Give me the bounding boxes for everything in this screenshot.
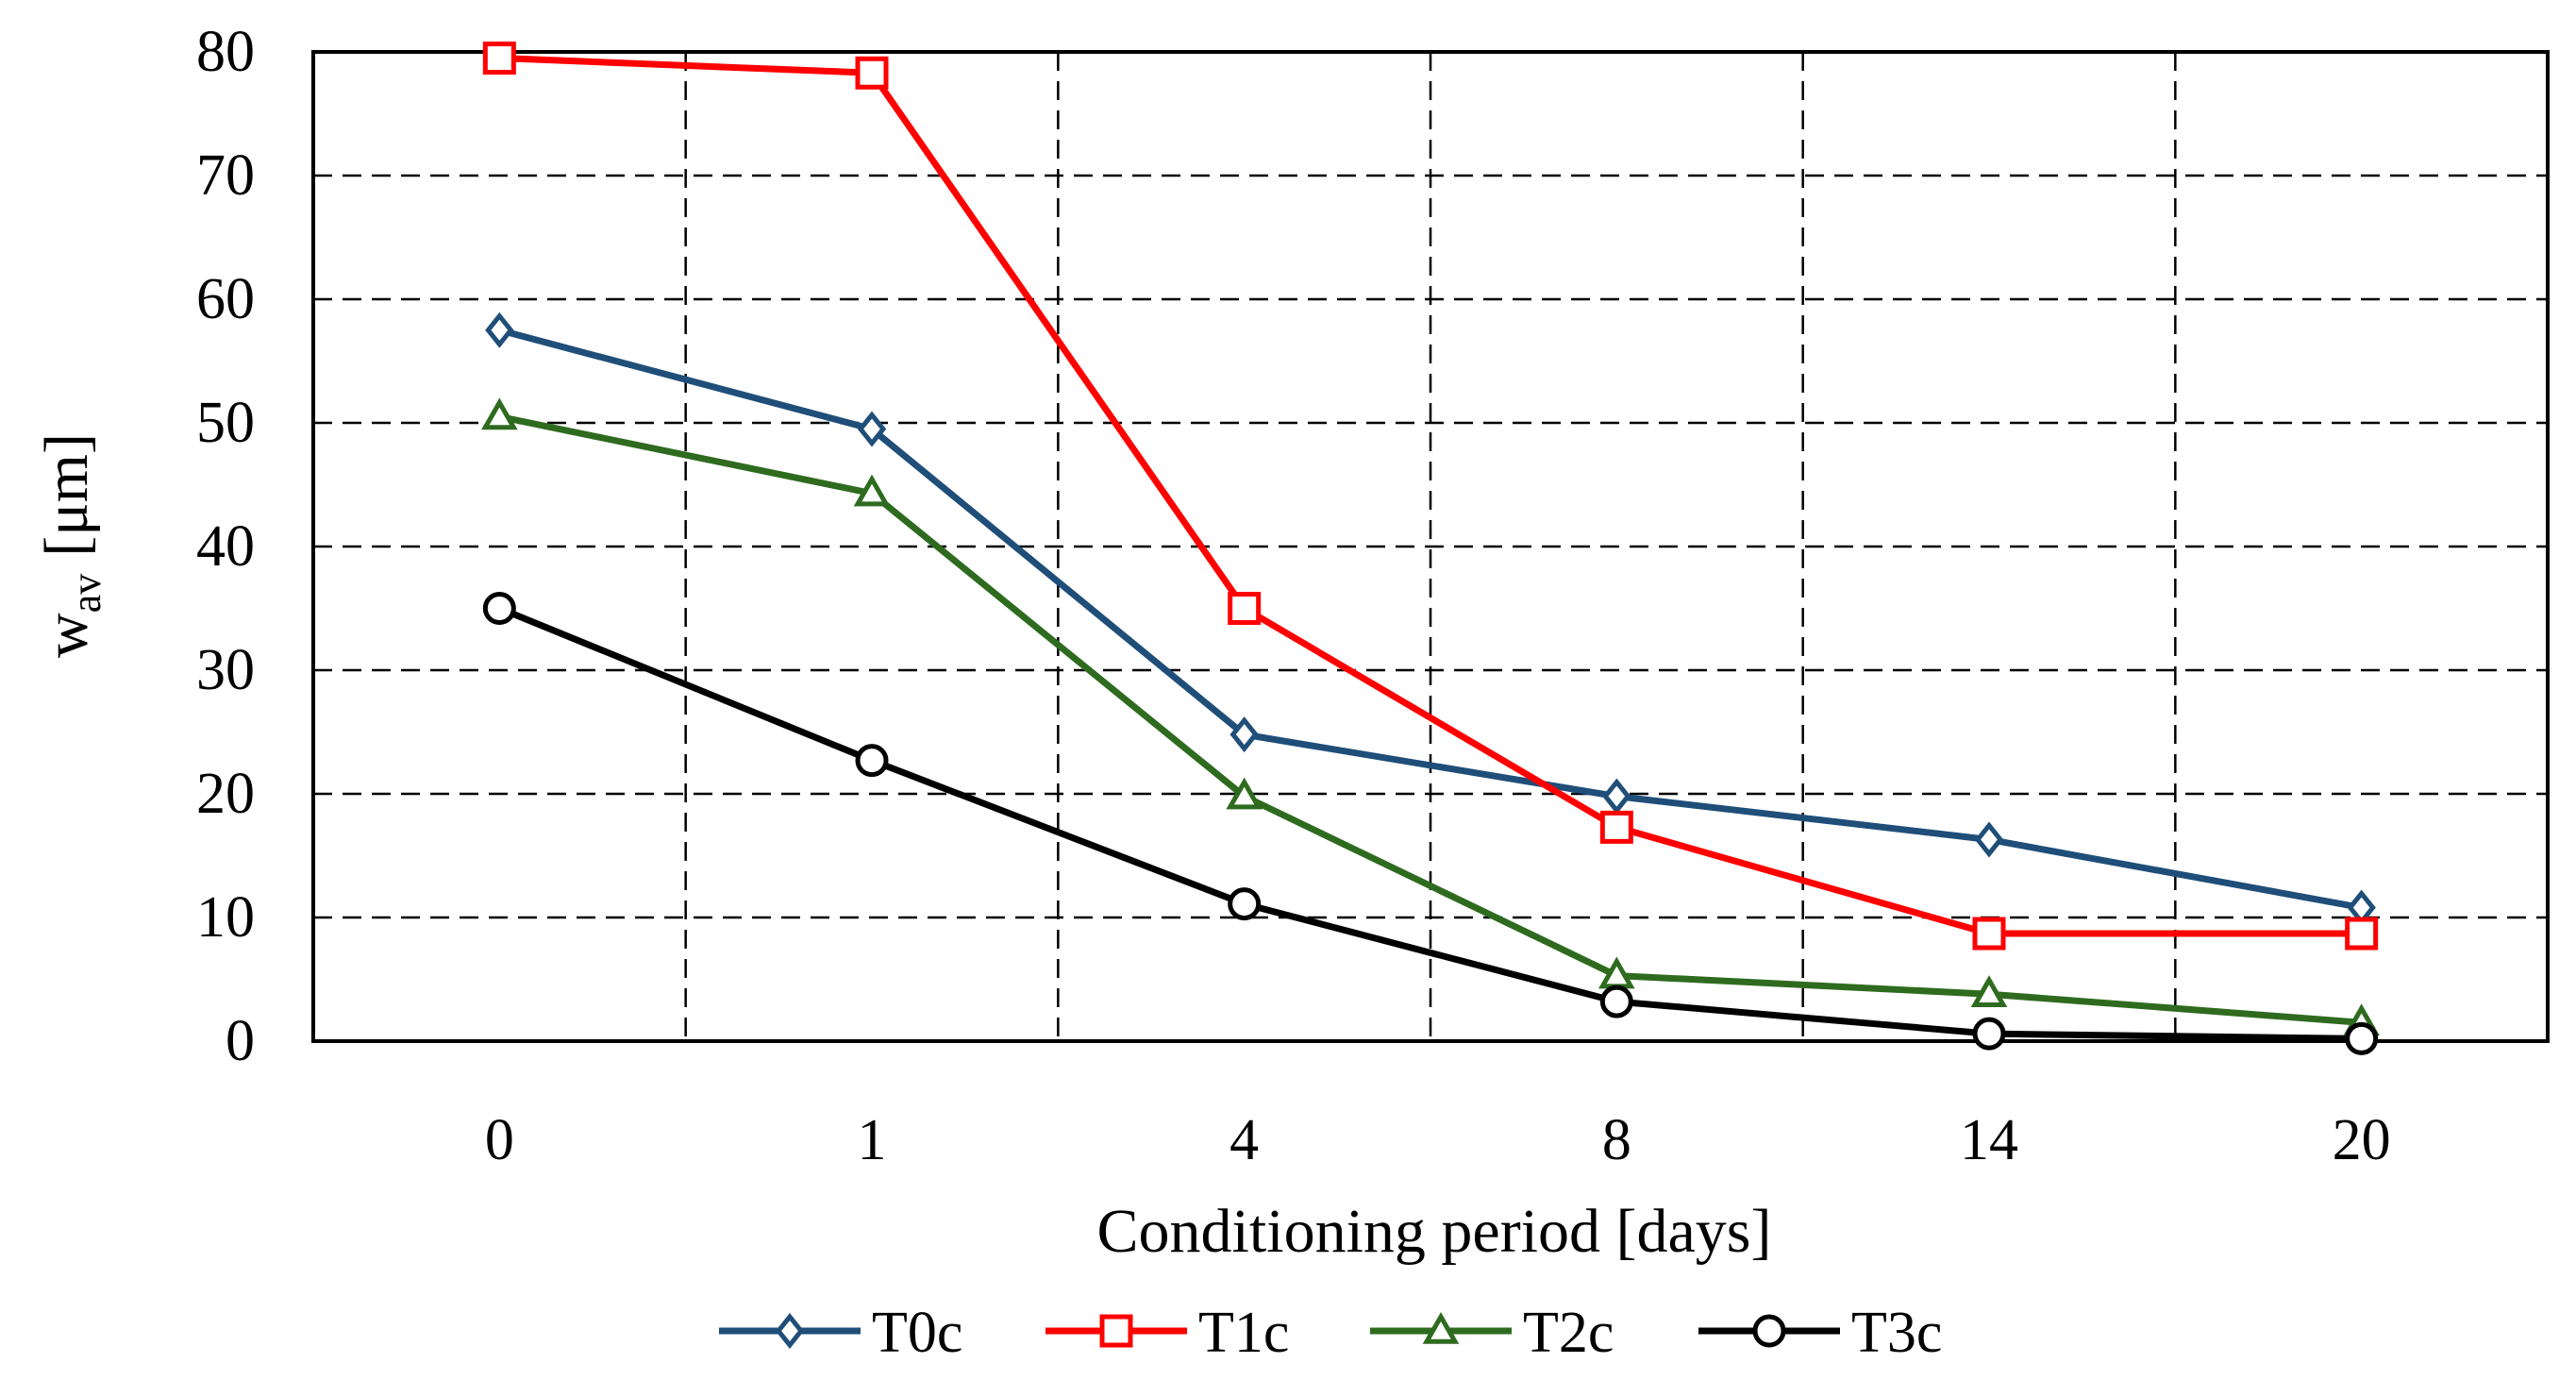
series-line-t0c [495, 327, 2366, 912]
x-axis-title: Conditioning period [days] [1097, 1197, 1772, 1266]
x-tick-label: 14 [1960, 1108, 2018, 1172]
x-tick-label: 4 [1229, 1108, 1259, 1172]
data-point-t1c [1972, 917, 2006, 951]
series-line-t3c [495, 605, 2366, 1042]
y-axis-ticks: 0 10 20 30 40 50 60 70 80 [196, 20, 255, 1073]
series-lines [495, 55, 2366, 1042]
x-tick-label: 20 [2333, 1108, 2391, 1172]
legend-marker-t1c [1099, 1314, 1133, 1348]
series-markers [481, 42, 2380, 1055]
data-point-t1c [855, 56, 889, 90]
y-axis-title: wav [μm] [32, 433, 109, 658]
data-point-t3c [1599, 985, 1633, 1018]
y-axis-title-symbol: w [32, 613, 101, 658]
series-line-t1c [495, 55, 2366, 937]
legend-label-t3c: T3c [1851, 1301, 1942, 1365]
data-point-t1c [1599, 810, 1633, 844]
data-point-t0c [1602, 778, 1631, 815]
y-tick-label: 10 [196, 885, 255, 950]
y-tick-label: 40 [196, 514, 255, 579]
data-point-t0c [857, 411, 887, 447]
data-point-t3c [2345, 1021, 2379, 1055]
legend-label-t1c: T1c [1198, 1301, 1289, 1365]
x-axis-ticks: 0 1 4 8 14 20 [485, 1108, 2391, 1172]
legend-marker-t3c [1752, 1314, 1786, 1348]
data-point-t1c [1228, 592, 1262, 625]
x-tick-label: 0 [485, 1108, 514, 1172]
x-tick-label: 8 [1602, 1108, 1631, 1172]
grid [313, 52, 2548, 1041]
legend-label-t2c: T2c [1523, 1301, 1614, 1365]
x-tick-label: 1 [858, 1108, 887, 1172]
y-tick-label: 50 [196, 391, 255, 455]
data-point-t2c [1226, 777, 1263, 810]
y-axis-title-subscript: av [63, 574, 109, 614]
legend: T0c T1c T2c T3c [719, 1301, 1942, 1365]
y-tick-label: 20 [196, 762, 255, 826]
data-point-t2c [1970, 975, 2008, 1007]
y-tick-label: 60 [196, 267, 255, 331]
y-tick-label: 70 [196, 143, 255, 208]
data-point-t3c [855, 744, 889, 778]
y-axis-title-unit: [μm] [32, 433, 101, 557]
data-point-t1c [482, 42, 516, 76]
y-tick-label: 80 [196, 20, 255, 84]
data-point-t3c [1972, 1017, 2006, 1051]
data-point-t0c [485, 311, 514, 348]
y-tick-label: 30 [196, 638, 255, 702]
data-point-t0c [1974, 821, 2004, 858]
data-point-t3c [1228, 887, 1262, 921]
legend-marker-t2c [1422, 1311, 1460, 1344]
data-point-t2c [853, 474, 891, 507]
plot-area-frame [311, 50, 2550, 1043]
data-point-t1c [2345, 917, 2379, 951]
y-tick-label: 0 [226, 1009, 255, 1073]
data-point-t0c [1229, 716, 1259, 753]
series-line-t2c [495, 412, 2366, 1026]
legend-label-t0c: T0c [872, 1301, 962, 1365]
data-point-t2c [481, 397, 518, 430]
legend-marker-t0c [775, 1312, 805, 1350]
data-point-t3c [482, 592, 516, 625]
